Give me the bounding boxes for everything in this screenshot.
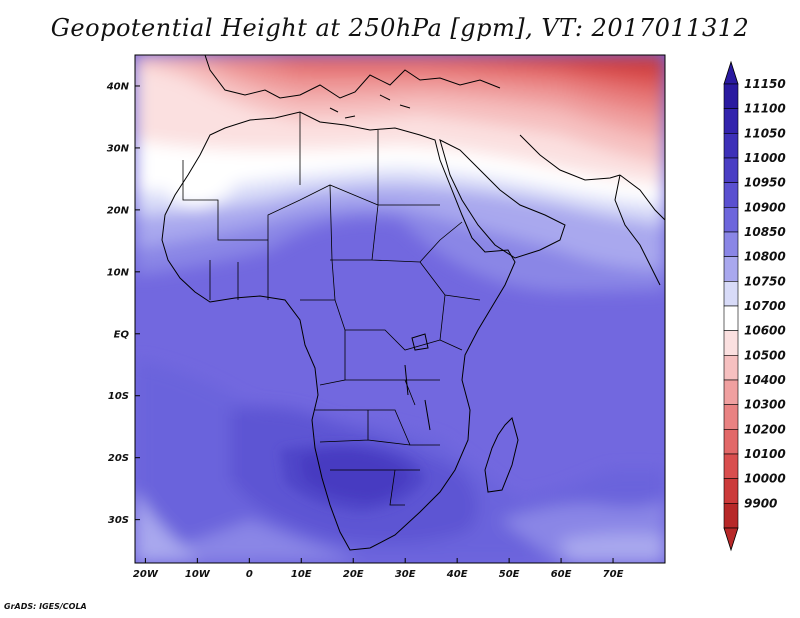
europe-coastline	[204, 55, 501, 99]
colorbar-swatch	[723, 256, 739, 282]
colorbar-label: 10100	[744, 447, 786, 461]
colorbar-label: 10300	[744, 398, 786, 412]
colorbar-swatch	[723, 429, 739, 455]
lat-tick-label: 20N	[107, 205, 130, 216]
colorbar-label: 10200	[744, 422, 786, 436]
lat-tick-label: 30S	[108, 515, 129, 526]
lon-tick-label: 40E	[446, 569, 468, 580]
colorbar-swatch	[723, 478, 739, 504]
country-borders	[182, 112, 481, 506]
lon-tick-label: 20W	[133, 569, 159, 580]
colorbar-label: 10000	[744, 472, 786, 486]
lat-tick-label: EQ	[114, 329, 130, 340]
colorbar: 11150 11100 11050 11000 10950 10900 10850 10800…	[723, 60, 786, 552]
lake-malawi	[424, 399, 431, 431]
latitude-ticks: 40N 30N 20N 10N EQ 10S 20S 30S	[106, 81, 140, 526]
colorbar-label: 10750	[744, 274, 786, 288]
lake-victoria	[411, 333, 429, 351]
colorbar-bottom-arrow	[723, 527, 739, 552]
lon-tick-label: 20E	[343, 569, 364, 580]
colorbar-swatch	[723, 133, 739, 159]
colorbar-swatch	[723, 453, 739, 479]
colorbar-swatch	[723, 305, 739, 331]
map-title: Geopotential Height at 250hPa [gpm], VT:…	[50, 14, 750, 42]
lat-tick-label: 30N	[107, 143, 130, 154]
colorbar-swatch	[723, 108, 739, 134]
colorbar-label: 9900	[744, 496, 777, 510]
colorbar-swatch	[723, 83, 739, 109]
colorbar-label: 11050	[744, 126, 786, 140]
colorbar-swatch	[723, 379, 739, 405]
lon-tick-label: 0	[246, 569, 253, 580]
credit-text: GrADS: IGES/COLA	[4, 602, 87, 611]
colorbar-label: 10900	[744, 200, 786, 214]
arabia-coastline	[439, 139, 566, 259]
lon-tick-label: 70E	[603, 569, 624, 580]
lake-tanganyika	[404, 364, 409, 396]
lat-tick-label: 20S	[108, 453, 129, 464]
colorbar-swatch	[723, 157, 739, 183]
colorbar-swatch	[723, 404, 739, 430]
lon-tick-label: 60E	[551, 569, 572, 580]
plot-frame	[134, 54, 666, 564]
colorbar-label: 10950	[744, 176, 786, 190]
colorbar-label: 11150	[744, 77, 786, 91]
lon-tick-label: 30E	[395, 569, 416, 580]
colorbar-swatch	[723, 231, 739, 257]
colorbar-swatch	[723, 355, 739, 381]
colorbar-label: 10500	[744, 348, 786, 362]
height-field	[135, 55, 665, 563]
india-coastline	[614, 174, 665, 286]
lat-tick-label: 10S	[108, 391, 129, 402]
colorbar-label: 11100	[744, 102, 786, 116]
colorbar-label: 10400	[744, 373, 786, 387]
colorbar-swatch	[723, 182, 739, 208]
colorbar-label: 11000	[744, 151, 786, 165]
africa-coastline	[161, 111, 516, 551]
madagascar-coastline	[484, 417, 519, 493]
lat-tick-label: 40N	[106, 81, 130, 92]
gulf-coastline	[519, 134, 621, 181]
colorbar-top-arrow	[723, 60, 739, 85]
colorbar-label: 10850	[744, 225, 786, 239]
colorbar-label: 10800	[744, 250, 786, 264]
lat-tick-label: 10N	[107, 267, 130, 278]
colorbar-swatch	[723, 503, 739, 529]
colorbar-swatch	[723, 330, 739, 356]
longitude-ticks: 20W 10W 0 10E 20E 30E 40E 50E 60E 70E	[133, 558, 624, 580]
lon-tick-label: 50E	[499, 569, 520, 580]
colorbar-label: 10600	[744, 324, 786, 338]
coastlines	[161, 55, 665, 551]
mediterranean-islands	[329, 94, 411, 119]
lon-tick-label: 10E	[291, 569, 312, 580]
colorbar-swatch	[723, 281, 739, 307]
colorbar-label: 10700	[744, 299, 786, 313]
colorbar-swatch	[723, 207, 739, 233]
lon-tick-label: 10W	[185, 569, 211, 580]
